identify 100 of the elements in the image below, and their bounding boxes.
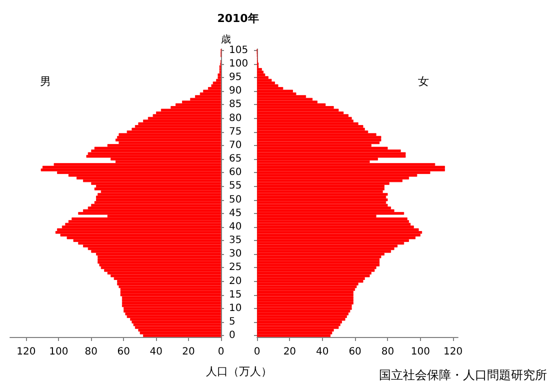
bar: [211, 84, 221, 88]
bar: [257, 193, 388, 196]
y-tick-label: 55: [229, 180, 242, 192]
bar: [216, 78, 221, 82]
bar: [120, 288, 221, 291]
bar: [257, 302, 354, 304]
bar: [257, 260, 380, 264]
bar: [134, 125, 221, 128]
bar: [124, 310, 221, 313]
bar: [257, 90, 293, 92]
bar: [257, 310, 350, 313]
x-tick-label: 20: [283, 346, 296, 358]
y-axis-title: 歳: [221, 34, 231, 46]
bar: [257, 220, 409, 223]
bar: [120, 294, 221, 296]
y-tick-label: 95: [229, 72, 242, 84]
bar: [96, 198, 221, 202]
x-tick-label: 120: [16, 346, 36, 358]
bar: [117, 136, 221, 139]
bar: [257, 304, 352, 308]
bar: [203, 90, 221, 92]
bar: [86, 154, 221, 158]
bar: [257, 204, 388, 207]
bar: [257, 280, 364, 283]
bar: [257, 258, 380, 261]
bar: [257, 166, 445, 169]
bar: [257, 206, 391, 210]
bar: [42, 166, 221, 169]
bar: [257, 217, 408, 220]
bar: [218, 76, 221, 79]
bar: [257, 168, 445, 172]
bar: [257, 231, 422, 234]
bar: [110, 274, 221, 278]
y-tick-label: 10: [229, 302, 242, 314]
bar: [72, 217, 221, 220]
bar: [94, 201, 221, 204]
bar: [138, 122, 221, 126]
bar: [257, 320, 342, 324]
x-tick-label: 40: [150, 346, 162, 358]
text: 女: [418, 75, 429, 88]
bar: [132, 320, 221, 324]
bar: [257, 73, 266, 76]
x-axis-title: 人口（万人）: [206, 365, 272, 378]
bar: [98, 193, 221, 196]
bar: [117, 282, 221, 286]
bar: [65, 222, 221, 226]
bar: [212, 82, 221, 84]
bar: [118, 133, 221, 136]
bar: [120, 290, 221, 294]
bar: [257, 114, 349, 117]
bar: [57, 228, 221, 232]
bar: [257, 318, 346, 321]
bar: [257, 70, 264, 74]
x-tick-label: 0: [218, 346, 224, 358]
y-tick-label: 35: [229, 235, 242, 246]
bar: [94, 188, 221, 190]
bar: [130, 318, 221, 321]
bar: [257, 201, 386, 204]
bar: [257, 272, 372, 275]
bar: [100, 266, 221, 270]
bar: [257, 188, 384, 190]
bar: [257, 296, 354, 299]
y-tick-label: 60: [229, 167, 242, 178]
x-tick-label: 60: [348, 346, 362, 358]
bar: [98, 255, 221, 258]
bar: [257, 266, 376, 270]
bar: [138, 328, 221, 332]
bar: [257, 285, 357, 288]
bar: [116, 138, 221, 142]
bar: [257, 125, 364, 128]
bar: [122, 296, 221, 299]
x-tick-label: 80: [84, 346, 98, 358]
y-tick-label: 0: [229, 330, 236, 342]
bar: [78, 212, 221, 215]
y-tick-label: 65: [229, 154, 242, 165]
bar: [257, 82, 275, 84]
y-tick-label: 25: [229, 262, 242, 274]
y-tick-label: 90: [229, 86, 242, 97]
y-tick-label: 75: [229, 126, 242, 138]
bar: [257, 264, 380, 266]
x-tick-label: 100: [410, 346, 430, 358]
bar: [257, 152, 406, 155]
bar: [257, 78, 272, 82]
bar: [257, 255, 382, 258]
y-tick-label: 30: [229, 248, 242, 260]
y-tick-label: 5: [229, 316, 236, 328]
bar: [257, 196, 386, 198]
bar: [257, 247, 394, 250]
bar: [143, 334, 221, 337]
bar: [257, 334, 331, 337]
y-tick-label: 40: [229, 221, 242, 232]
bar: [257, 307, 352, 310]
bar: [96, 196, 221, 198]
bar: [257, 250, 391, 253]
y-tick-label: 20: [229, 276, 242, 287]
bar: [257, 141, 380, 144]
bar: [257, 76, 268, 79]
bar: [257, 234, 420, 236]
bar: [91, 250, 221, 253]
x-tick-label: 60: [117, 346, 130, 358]
